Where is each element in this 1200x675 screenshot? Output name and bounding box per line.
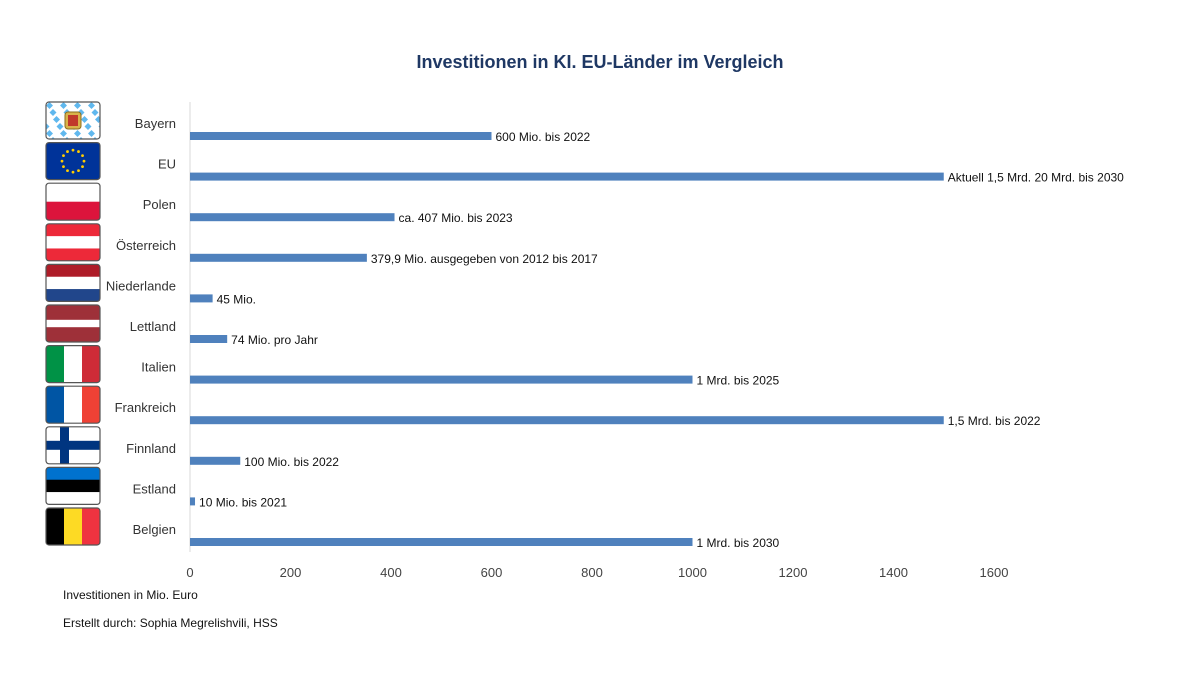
x-tick-label: 1200	[779, 565, 808, 580]
category-label: Österreich	[116, 238, 176, 253]
flag-estland-icon	[45, 466, 101, 505]
data-label: 1 Mrd. bis 2030	[697, 536, 780, 550]
x-tick-label: 1400	[879, 565, 908, 580]
bar	[190, 497, 196, 506]
flag-finnland-icon	[45, 426, 101, 465]
bar	[190, 253, 367, 262]
data-label: 600 Mio. bis 2022	[496, 130, 591, 144]
category-label: Estland	[133, 481, 176, 496]
bar	[190, 132, 492, 140]
category-label: Lettland	[130, 319, 176, 334]
data-label: 100 Mio. bis 2022	[244, 455, 339, 469]
data-label: 1 Mrd. bis 2025	[697, 374, 780, 388]
flag-frankreich-icon	[45, 385, 101, 424]
bar	[190, 416, 944, 425]
chart-title: Investitionen in KI. EU-Länder im Vergle…	[416, 52, 784, 72]
x-tick-label: 1600	[980, 565, 1009, 580]
bar	[190, 538, 693, 546]
bar	[190, 375, 693, 384]
data-label: 74 Mio. pro Jahr	[231, 333, 318, 347]
bars-layer: 600 Mio. bis 2022 Aktuell 1,5 Mrd. 20 Mrd…	[190, 130, 1124, 550]
x-tick-label: 800	[581, 565, 603, 580]
data-label: ca. 407 Mio. bis 2023	[399, 211, 513, 225]
data-label: 1,5 Mrd. bis 2022	[948, 414, 1041, 428]
category-label: Belgien	[133, 522, 176, 537]
category-label: Italien	[141, 360, 176, 375]
flags-layer	[45, 101, 101, 546]
category-label: Polen	[143, 197, 176, 212]
unit-footnote: Investitionen in Mio. Euro	[63, 588, 198, 602]
x-tick-label: 400	[380, 565, 402, 580]
flag-lettland-icon	[45, 304, 101, 343]
flag-niederlande-icon	[45, 263, 101, 302]
data-label: 45 Mio.	[217, 292, 256, 306]
data-label: 379,9 Mio. ausgegeben von 2012 bis 2017	[371, 252, 598, 266]
bar	[190, 456, 241, 465]
data-label: 10 Mio. bis 2021	[199, 495, 287, 509]
flag-italien-icon	[45, 345, 101, 384]
x-tick-label: 0	[186, 565, 193, 580]
flag-belgien-icon	[45, 507, 101, 546]
category-label: EU	[158, 157, 176, 172]
category-label: Niederlande	[106, 278, 176, 293]
bar	[190, 172, 944, 181]
x-tick-label: 600	[481, 565, 503, 580]
category-label: Frankreich	[115, 400, 176, 415]
x-tick-label: 1000	[678, 565, 707, 580]
x-tick-label: 200	[280, 565, 302, 580]
flag-polen-icon	[45, 182, 101, 221]
bar	[190, 213, 395, 222]
bar	[190, 294, 213, 303]
flag-österreich-icon	[45, 223, 101, 262]
category-label: Bayern	[135, 116, 176, 131]
data-label: Aktuell 1,5 Mrd. 20 Mrd. bis 2030	[948, 171, 1124, 185]
flag-eu-icon	[45, 142, 101, 181]
bar	[190, 335, 228, 343]
category-label: Finnland	[126, 441, 176, 456]
credit-footnote: Erstellt durch: Sophia Megrelishvili, HS…	[63, 616, 278, 630]
flag-bayern-icon	[45, 101, 101, 140]
